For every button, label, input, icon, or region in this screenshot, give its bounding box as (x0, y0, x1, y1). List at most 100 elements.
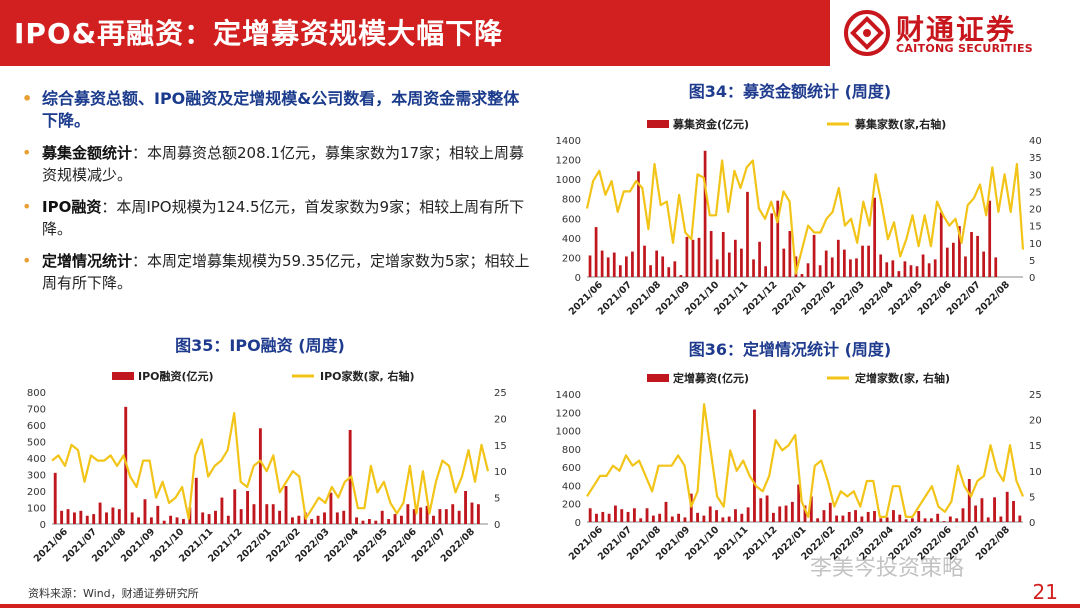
bar (891, 260, 895, 277)
bar (982, 251, 986, 277)
bar (921, 254, 925, 277)
y2-tick-label: 10 (494, 467, 507, 478)
bar (824, 250, 828, 277)
bar (670, 516, 674, 522)
bar (898, 514, 902, 522)
bar (964, 256, 967, 277)
bar (194, 477, 198, 524)
bar (137, 517, 141, 524)
y2-tick-label: 0 (1029, 273, 1035, 284)
y-tick-label: 100 (27, 504, 46, 515)
bar (835, 515, 839, 522)
legend-line-label: IPO家数(家, 右轴) (320, 369, 415, 383)
bar (788, 231, 792, 277)
bar (999, 516, 1003, 522)
bar (703, 150, 707, 277)
legend-line-label: 定增家数(家, 右轴) (855, 371, 950, 385)
bar (432, 515, 435, 524)
bar (790, 501, 794, 522)
footer-line (0, 604, 1080, 608)
bar (66, 509, 70, 524)
y-tick-label: 0 (575, 273, 581, 284)
y-tick-label: 400 (562, 481, 581, 492)
bar (367, 519, 371, 524)
bar (588, 508, 592, 522)
bar (752, 259, 755, 277)
bar (310, 519, 314, 524)
y-tick-label: 1400 (556, 136, 581, 147)
bar (169, 515, 173, 524)
bar (708, 506, 712, 522)
bar (828, 502, 832, 522)
y-tick-label: 800 (27, 388, 46, 399)
bar (879, 518, 883, 522)
bar (721, 231, 725, 277)
bar (885, 517, 889, 522)
bullet-dot-icon: • (22, 251, 32, 270)
bar (618, 265, 622, 277)
bar (974, 505, 978, 522)
y2-tick-label: 20 (1029, 416, 1042, 427)
bar (691, 239, 695, 277)
bar (201, 512, 205, 524)
bar (842, 249, 846, 277)
y-tick-label: 400 (27, 454, 46, 465)
bar (239, 509, 243, 524)
fig35-title: 图35：IPO融资 (周度) (175, 336, 345, 355)
bar (655, 250, 659, 277)
bar (207, 514, 211, 524)
y2-tick-label: 40 (1029, 136, 1042, 147)
bar (595, 513, 598, 522)
fig36-title: 图36：定增情况统计 (周度) (688, 340, 892, 359)
bullet-lead: • 综合募资总额、IPO融资及定增规模&公司数看，本周资金需求整体下降。 (22, 88, 532, 132)
y2-tick-label: 5 (1029, 256, 1035, 267)
bar (806, 263, 810, 277)
page-number: 21 (1032, 580, 1058, 604)
bullet-dot-icon: • (22, 89, 33, 108)
bar (620, 509, 624, 522)
bar (105, 512, 108, 524)
bar (601, 511, 605, 522)
bar (734, 509, 737, 522)
bar (809, 496, 813, 522)
bar (246, 491, 250, 524)
bar (1018, 515, 1022, 522)
bar (117, 509, 121, 524)
bar (156, 505, 160, 524)
bar (290, 517, 294, 524)
bar (939, 212, 943, 277)
bar (854, 510, 857, 522)
bar (252, 504, 256, 524)
bar (986, 517, 990, 522)
bar (816, 518, 820, 522)
bar (335, 512, 339, 524)
bar (220, 497, 224, 524)
fig36-chart: 定增募资(亿元) 定增家数(家, 右轴)020040060080010001200… (556, 371, 1042, 563)
bar (955, 518, 959, 522)
bar (297, 515, 301, 524)
logo-chinese-name: 财通证券 (896, 13, 1017, 46)
bar (915, 266, 919, 277)
bar (637, 171, 640, 277)
bar (812, 234, 816, 277)
bullet-label: IPO融资 (42, 198, 102, 216)
bar (967, 479, 971, 522)
bar (778, 506, 782, 522)
bar (855, 258, 858, 277)
bar (476, 504, 480, 524)
bar (342, 510, 346, 524)
bar (885, 262, 889, 277)
y-tick-label: 1200 (556, 408, 581, 419)
bar (92, 514, 96, 524)
bar (673, 261, 677, 277)
bar (143, 499, 147, 524)
bar (98, 502, 102, 524)
page-title: IPO&再融资：定增募资规模大幅下降 (14, 17, 504, 50)
bar (740, 513, 744, 522)
bar (841, 515, 845, 522)
bar (873, 511, 876, 522)
bar (271, 504, 275, 524)
bar (606, 257, 610, 277)
bar (697, 237, 701, 277)
bar (759, 498, 763, 522)
